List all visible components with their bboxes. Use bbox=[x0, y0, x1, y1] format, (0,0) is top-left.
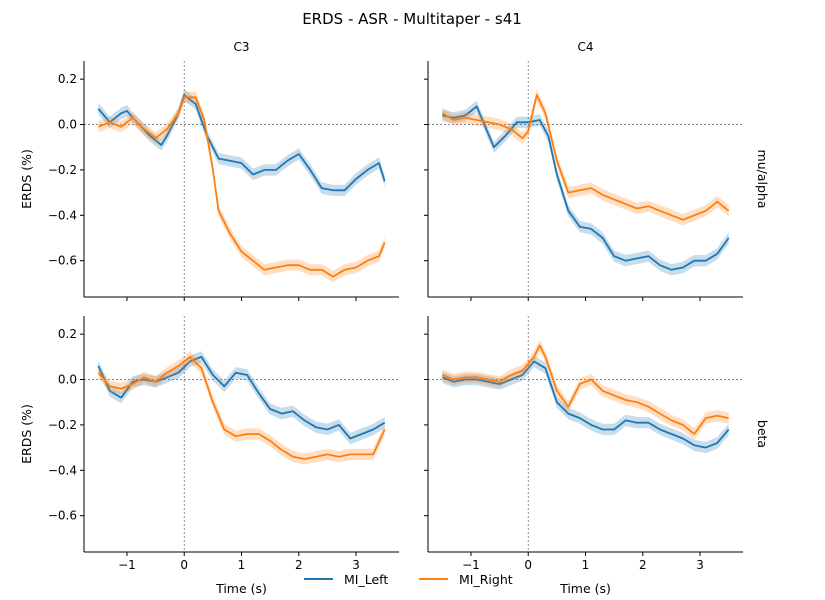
y-tick-label: −0.4 bbox=[48, 208, 77, 222]
y-tick-label: 0.2 bbox=[58, 72, 77, 86]
panel-c4-mu-alpha: C4 mu/alpha bbox=[424, 40, 770, 301]
y-tick-label: −0.2 bbox=[48, 418, 77, 432]
series-line-mi-left bbox=[441, 360, 730, 449]
x-tick-label: 3 bbox=[352, 558, 360, 572]
row-label: mu/alpha bbox=[755, 150, 770, 209]
x-tick-label: 2 bbox=[295, 558, 303, 572]
confidence-band-mi-right bbox=[442, 339, 729, 440]
row-label: beta bbox=[755, 420, 770, 448]
column-title: C4 bbox=[577, 40, 593, 54]
series-line-mi-left bbox=[97, 355, 386, 440]
panels-group: 0.2 0.0 −0.2 −0.4 −0.6 C3 ERDS (%) C4 mu/alpha 0.… bbox=[19, 40, 770, 596]
y-tick-label: 0.2 bbox=[58, 327, 77, 341]
x-tick-label: 3 bbox=[696, 558, 704, 572]
series-line-mi-right bbox=[441, 94, 730, 221]
y-tick-label: −0.6 bbox=[48, 254, 77, 268]
confidence-band-mi-left bbox=[98, 351, 385, 445]
panel-c3-mu-alpha: 0.2 0.0 −0.2 −0.4 −0.6 C3 ERDS (%) bbox=[19, 40, 399, 301]
x-tick-label: 1 bbox=[238, 558, 246, 572]
x-tick-label: 2 bbox=[639, 558, 647, 572]
series-line-mi-right bbox=[97, 355, 386, 460]
y-tick-label: −0.4 bbox=[48, 463, 77, 477]
x-axis-label: Time (s) bbox=[215, 581, 267, 596]
y-tick-label: 0.0 bbox=[58, 118, 77, 132]
confidence-band-mi-left bbox=[442, 355, 729, 454]
legend-label-mi-right: MI_Right bbox=[459, 572, 513, 587]
x-axis-label: Time (s) bbox=[559, 581, 611, 596]
column-title: C3 bbox=[233, 40, 249, 54]
panel-c3-beta: 0.2 0.0 −0.2 −0.4 −0.6 −1 0 1 2 3 ERDS (%) Time (s) bbox=[19, 316, 399, 596]
x-tick-label: −1 bbox=[118, 558, 136, 572]
series-line-mi-left bbox=[97, 94, 386, 192]
y-tick-label: −0.2 bbox=[48, 163, 77, 177]
figure-title: ERDS - ASR - Multitaper - s41 bbox=[302, 10, 522, 28]
y-tick-label: 0.0 bbox=[58, 373, 77, 387]
y-axis-label: ERDS (%) bbox=[19, 404, 34, 464]
series-line-mi-right bbox=[441, 344, 729, 435]
confidence-band-mi-left bbox=[442, 100, 729, 276]
x-tick-label: 1 bbox=[582, 558, 590, 572]
series-line-mi-left bbox=[442, 105, 730, 271]
legend-label-mi-left: MI_Left bbox=[344, 572, 388, 587]
y-axis-label: ERDS (%) bbox=[19, 149, 34, 209]
confidence-band-mi-right bbox=[442, 89, 729, 226]
confidence-band-mi-right bbox=[98, 91, 385, 283]
x-tick-label: 0 bbox=[180, 558, 188, 572]
x-tick-label: −1 bbox=[462, 558, 480, 572]
legend: MI_Left MI_Right bbox=[304, 572, 513, 587]
x-tick-label: 0 bbox=[524, 558, 532, 572]
confidence-band-mi-left bbox=[98, 89, 385, 196]
confidence-band-mi-right bbox=[98, 351, 385, 465]
series-line-mi-right bbox=[97, 96, 386, 278]
y-tick-label: −0.6 bbox=[48, 509, 77, 523]
panel-c4-beta: −1 0 1 2 3 beta Time (s) bbox=[424, 316, 770, 596]
